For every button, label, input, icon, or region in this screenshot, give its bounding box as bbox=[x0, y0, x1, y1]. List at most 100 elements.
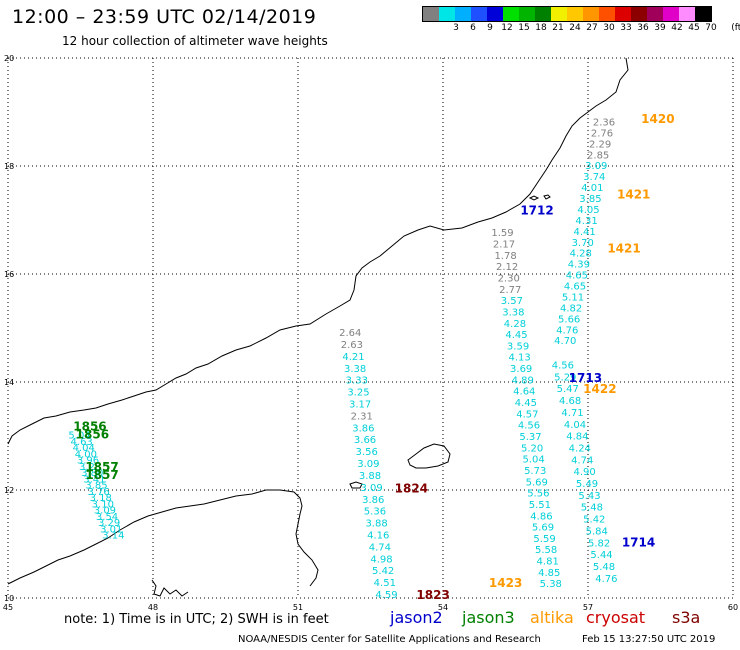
legend-tick-label: 30 bbox=[603, 23, 615, 33]
wave-height-value: 5.43 bbox=[578, 491, 600, 502]
wave-height-value: 3.86 bbox=[362, 495, 384, 506]
wave-height-value: 5.44 bbox=[590, 550, 612, 561]
legend-swatch bbox=[663, 7, 679, 21]
pass-time-jason3: 1857 bbox=[85, 468, 118, 482]
wave-height-value: 3.14 bbox=[102, 531, 124, 542]
legend-tick-label: 45 bbox=[688, 23, 700, 33]
lon-tick-label: 57 bbox=[583, 603, 593, 612]
wave-height-value: 5.42 bbox=[583, 515, 605, 526]
pass-time-altika: 1423 bbox=[489, 576, 522, 590]
wave-height-value: 4.04 bbox=[73, 443, 95, 454]
wave-height-value: 2.30 bbox=[498, 273, 520, 284]
coastline-segment bbox=[151, 579, 189, 597]
wave-height-value: 3.09 bbox=[94, 506, 116, 517]
track-d: 2.362.762.292.853.093.744.013.854.054.31… bbox=[554, 118, 615, 348]
track-c: 1.592.171.782.122.302.773.573.384.284.45… bbox=[491, 228, 562, 590]
wave-height-value: 4.04 bbox=[564, 420, 586, 431]
lat-tick-label: 20 bbox=[4, 54, 14, 63]
pass-time-altika: 1422 bbox=[583, 382, 616, 396]
wave-height-value: 4.74 bbox=[369, 542, 391, 553]
pass-time-jason2: 1714 bbox=[622, 536, 655, 550]
wave-height-value: 5.58 bbox=[535, 545, 557, 556]
wave-height-value: 4.28 bbox=[570, 249, 592, 260]
wave-height-value: 4.28 bbox=[504, 319, 526, 330]
wave-height-value: 5.59 bbox=[533, 534, 555, 545]
wave-height-value: 3.85 bbox=[579, 194, 601, 205]
wave-height-value: 5.49 bbox=[576, 479, 598, 490]
wave-height-value: 4.57 bbox=[516, 409, 538, 420]
coastline-segment bbox=[7, 57, 629, 445]
wave-height-value: 3.88 bbox=[365, 519, 387, 530]
pass-time-jason2: 1712 bbox=[520, 204, 553, 218]
wave-height-value: 5.82 bbox=[588, 538, 610, 549]
wave-height-value: 4.81 bbox=[537, 557, 559, 568]
legend-tick-label: 6 bbox=[470, 23, 476, 33]
wave-height-value: 3.59 bbox=[507, 341, 529, 352]
legend-tick-label: 18 bbox=[535, 23, 547, 33]
wave-height-value: 5.51 bbox=[529, 500, 551, 511]
lon-tick-label: 60 bbox=[728, 603, 738, 612]
wave-height-value: 5.38 bbox=[540, 579, 562, 590]
lon-tick-label: 51 bbox=[293, 603, 303, 612]
wave-height-value: 4.56 bbox=[518, 421, 540, 432]
wave-height-value: 3.76 bbox=[87, 487, 109, 498]
legend-swatch bbox=[631, 7, 647, 21]
wave-height-value: 5.84 bbox=[586, 526, 608, 537]
pass-time-altika: 1420 bbox=[641, 112, 674, 126]
pass-time-s3a: 1823 bbox=[416, 588, 449, 602]
graticule bbox=[7, 57, 734, 599]
wave-height-value: 2.76 bbox=[591, 128, 613, 139]
wave-height-value: 3.54 bbox=[96, 512, 118, 523]
track-b: 2.642.634.213.383.333.253.172.313.863.66… bbox=[339, 328, 398, 601]
legend-swatch bbox=[535, 7, 551, 21]
legend-unit: (ft) bbox=[731, 23, 740, 33]
track-e: 4.565.295.474.684.714.044.844.244.744.90… bbox=[552, 361, 618, 585]
wave-height-value: 3.09 bbox=[357, 459, 379, 470]
wave-height-value: 3.70 bbox=[572, 238, 594, 249]
coastline bbox=[7, 57, 629, 597]
axis-ticks: 45 48 51 54 57 60 10 12 14 16 18 20 bbox=[3, 54, 738, 612]
wave-height-value: 4.51 bbox=[374, 578, 396, 589]
legend-swatch bbox=[423, 7, 439, 21]
legend-tick-label: 3 bbox=[453, 23, 459, 33]
wave-height-value: 5.56 bbox=[527, 489, 549, 500]
pass-time-s3a: 1824 bbox=[395, 482, 428, 496]
wave-height-value: 3.33 bbox=[346, 376, 368, 387]
wave-height-value: 5.36 bbox=[364, 507, 386, 518]
wave-height-value: 4.86 bbox=[530, 511, 552, 522]
credit-line: NOAA/NESDIS Center for Satellite Applica… bbox=[238, 634, 541, 645]
generated-timestamp: Feb 15 13:27:50 UTC 2019 bbox=[582, 634, 716, 645]
wave-height-value: 4.13 bbox=[508, 353, 530, 364]
wave-height-value: 4.74 bbox=[571, 455, 593, 466]
wave-height-value: 4.21 bbox=[342, 352, 364, 363]
coastline-segment bbox=[407, 443, 451, 469]
coastline-segment bbox=[7, 489, 319, 587]
wave-height-value: 5.48 bbox=[581, 503, 603, 514]
wave-height-value: 4.24 bbox=[569, 443, 591, 454]
pass-time-jason3: 1856 bbox=[73, 420, 106, 434]
satellite-label-jason2: jason2 bbox=[390, 608, 443, 627]
wave-height-value: 3.86 bbox=[352, 423, 374, 434]
lon-tick-label: 54 bbox=[438, 603, 448, 612]
legend-swatch bbox=[503, 7, 519, 21]
wave-height-value: 3.80 bbox=[81, 468, 103, 479]
legend-tick-label: 42 bbox=[671, 23, 683, 33]
wave-height-value: 5.11 bbox=[562, 292, 584, 303]
lat-tick-label: 12 bbox=[4, 486, 14, 495]
satellite-label-altika: altika bbox=[530, 608, 574, 627]
legend-swatch bbox=[583, 7, 599, 21]
wave-height-value: 4.05 bbox=[577, 205, 599, 216]
wave-height-value: 4.63 bbox=[71, 437, 93, 448]
wave-height-value: 4.65 bbox=[564, 282, 586, 293]
wave-height-value: 5.04 bbox=[68, 431, 90, 442]
wave-height-value: 2.77 bbox=[499, 285, 521, 296]
wave-height-value: 5.69 bbox=[532, 523, 554, 534]
legend-tick-label: 15 bbox=[518, 23, 530, 33]
satellite-label-jason3: jason3 bbox=[462, 608, 515, 627]
wave-height-value: 4.82 bbox=[560, 303, 582, 314]
wave-height-value: 4.89 bbox=[512, 375, 534, 386]
lon-tick-label: 45 bbox=[3, 603, 13, 612]
